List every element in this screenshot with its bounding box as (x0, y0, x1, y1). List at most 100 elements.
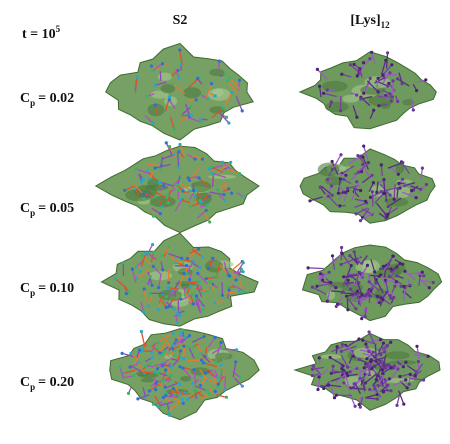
ligand-head (189, 189, 192, 192)
ligand-head (230, 91, 233, 94)
ligand-head (193, 157, 196, 160)
ligand-head (393, 198, 396, 201)
ligand-head (396, 100, 399, 103)
ligand-head (326, 300, 329, 303)
ligand-head (345, 282, 348, 285)
ligand-head (170, 374, 173, 377)
ligand-head (321, 279, 324, 282)
ligand-head (214, 390, 217, 393)
ligand-head (379, 273, 382, 276)
ligand-head (128, 290, 131, 293)
ligand-head (211, 172, 214, 175)
surface-panel (96, 141, 259, 232)
ligand-head (224, 199, 227, 202)
ligand-head (316, 388, 319, 391)
ligand-head (415, 345, 418, 348)
ligand-head (208, 392, 211, 395)
ligand-head (135, 265, 138, 268)
ligand-head (395, 274, 398, 277)
ligand-head (393, 364, 396, 367)
ligand-head (172, 153, 175, 156)
ligand-head (241, 195, 244, 198)
ligand-head (350, 264, 353, 267)
ligand-head (176, 312, 179, 315)
ligand-head (199, 352, 202, 355)
ligand-head (144, 364, 147, 367)
ligand-head (334, 286, 337, 289)
ligand-head (178, 365, 181, 368)
ligand-head (148, 292, 151, 295)
ligand-head (370, 51, 373, 54)
ligand-head (419, 188, 422, 191)
ligand-head (219, 341, 222, 344)
ligand-head (196, 272, 199, 275)
ligand-head (165, 196, 168, 199)
row-value: = 0.20 (38, 375, 74, 390)
ligand-head (406, 386, 409, 389)
ligand-head (396, 187, 399, 190)
ligand-head (200, 359, 203, 362)
ligand-head (234, 360, 237, 363)
ligand-head (168, 98, 171, 101)
ligand-head (221, 161, 224, 164)
ligand-head (178, 143, 181, 146)
ligand-head (377, 104, 380, 107)
ligand-head (192, 302, 195, 305)
ligand-head (118, 365, 121, 368)
row-label: Cp= 0.05 (20, 201, 74, 218)
ligand-head (134, 168, 137, 171)
ligand-head (316, 68, 319, 71)
ligand-stick (308, 268, 324, 269)
ligand-head (151, 243, 154, 246)
ligand-head (330, 100, 333, 103)
ligand-head (362, 145, 365, 148)
ligand-head (368, 280, 371, 283)
ligand-head (382, 265, 385, 268)
ligand-head (209, 286, 212, 289)
ligand-head (398, 375, 401, 378)
ligand-head (191, 345, 194, 348)
ligand-head (387, 263, 390, 266)
ligand-head (179, 314, 182, 317)
ligand-head (392, 255, 395, 258)
ligand-head (216, 188, 219, 191)
ligand-stick (160, 70, 161, 81)
ligand-head (142, 178, 145, 181)
ligand-head (229, 161, 232, 164)
ligand-head (427, 355, 430, 358)
ligand-head (222, 106, 225, 109)
ligand-head (205, 209, 208, 212)
ligand-head (135, 277, 138, 280)
ligand-head (360, 262, 363, 265)
ligand-head (171, 332, 174, 335)
ligand-head (308, 199, 311, 202)
ligand-head (312, 364, 315, 367)
ligand-head (354, 188, 357, 191)
ligand-head (366, 264, 369, 267)
ligand-head (142, 310, 145, 313)
surface-panel (110, 329, 259, 420)
ligand-head (224, 73, 227, 76)
ligand-head (202, 361, 205, 364)
ligand-head (161, 268, 164, 271)
ligand-head (154, 166, 157, 169)
row-subscript: p (30, 288, 35, 298)
ligand-head (364, 343, 367, 346)
ligand-head (365, 357, 368, 360)
ligand-head (319, 272, 322, 275)
ligand-head (179, 392, 182, 395)
ligand-head (147, 304, 150, 307)
ligand-head (132, 374, 135, 377)
ligand-head (181, 367, 184, 370)
ligand-head (397, 173, 400, 176)
ligand-head (190, 105, 193, 108)
ligand-head (417, 360, 420, 363)
ligand-head (389, 194, 392, 197)
ligand-head (331, 194, 334, 197)
ligand-head (410, 189, 413, 192)
ligand-head (138, 349, 141, 352)
ligand-head (402, 403, 405, 406)
ligand-head (320, 385, 323, 388)
row-label: Cp= 0.02 (20, 91, 74, 108)
ligand-head (382, 342, 385, 345)
